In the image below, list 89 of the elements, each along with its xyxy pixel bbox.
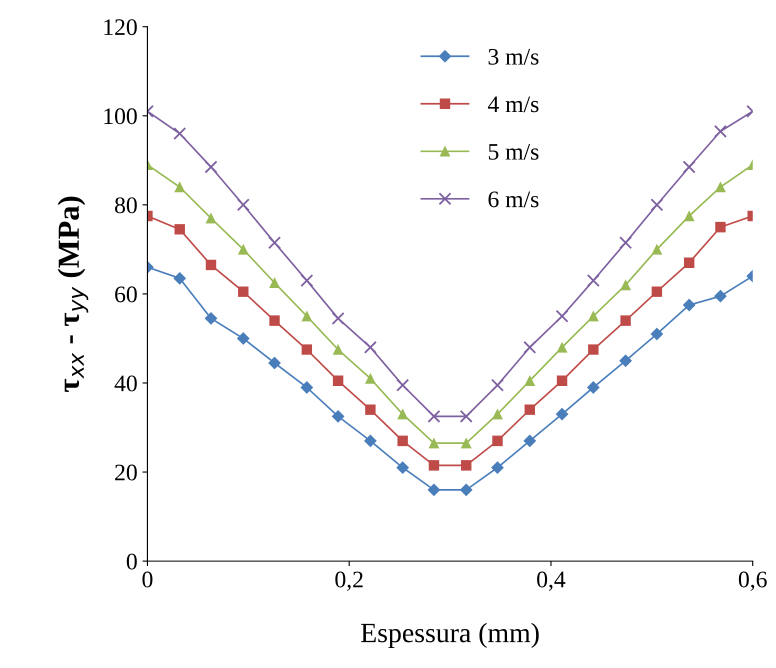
point <box>365 373 376 384</box>
x-tick-label: 0 <box>142 572 152 588</box>
point <box>204 160 218 174</box>
point <box>428 438 440 448</box>
point <box>396 461 409 474</box>
point <box>492 408 503 420</box>
point <box>428 484 440 496</box>
point <box>714 290 727 302</box>
point <box>300 274 314 288</box>
point <box>556 310 569 323</box>
point <box>206 260 216 270</box>
point <box>588 344 599 355</box>
point <box>174 182 185 192</box>
point <box>682 298 696 312</box>
point <box>556 376 568 386</box>
point <box>620 315 631 326</box>
point <box>684 258 694 268</box>
point <box>236 198 250 212</box>
point <box>268 356 281 370</box>
point <box>173 272 186 285</box>
point <box>650 328 664 340</box>
y-tick-label: 60 <box>115 286 137 302</box>
point <box>302 344 312 355</box>
point <box>652 244 662 255</box>
point <box>491 461 504 474</box>
x-tick-label: 0,2 <box>335 572 363 591</box>
legend-label: 5 m/s <box>488 144 538 160</box>
legend-label: 4 m/s <box>488 96 538 112</box>
point <box>364 434 377 448</box>
point <box>587 381 600 394</box>
point <box>524 376 535 386</box>
point <box>204 312 218 325</box>
point <box>715 182 726 192</box>
point <box>206 213 216 224</box>
x-tick-label: 0,6 <box>738 572 767 591</box>
legend-label: 6 m/s <box>488 191 538 208</box>
point <box>524 404 535 415</box>
point <box>461 438 472 448</box>
point <box>714 124 727 138</box>
point <box>174 224 185 235</box>
point <box>332 410 344 423</box>
point <box>461 460 472 471</box>
y-tick-label: 100 <box>104 108 137 124</box>
point <box>269 278 280 288</box>
point <box>523 340 536 354</box>
point <box>238 244 248 255</box>
point <box>460 410 473 423</box>
point <box>684 210 694 222</box>
point <box>652 286 662 297</box>
point <box>364 340 377 354</box>
point <box>302 310 312 322</box>
point <box>397 408 408 420</box>
point <box>268 236 282 250</box>
point <box>365 404 376 415</box>
point <box>492 436 503 446</box>
y-tick-label: 20 <box>115 464 137 480</box>
y-tick-label: 0 <box>126 554 137 570</box>
point <box>460 484 472 496</box>
x-axis-title: Espessura (mm) <box>361 622 539 648</box>
point <box>620 280 631 290</box>
point <box>491 378 504 392</box>
point <box>269 315 280 326</box>
point <box>556 342 568 353</box>
point <box>332 344 344 355</box>
point <box>396 378 410 392</box>
point <box>173 127 186 140</box>
point <box>237 332 250 345</box>
point <box>619 354 632 367</box>
y-axis-title: τ$_{xx}$ - τ$_{yy}$ (MPa) <box>58 196 88 392</box>
point <box>619 236 632 250</box>
point <box>397 436 408 446</box>
legend-label: 3 m/s <box>488 48 538 65</box>
point <box>715 222 726 232</box>
y-tick-label: 40 <box>114 375 137 392</box>
point <box>556 408 568 420</box>
point <box>300 381 314 394</box>
point <box>428 460 440 471</box>
point <box>427 410 440 423</box>
point <box>682 160 696 174</box>
point <box>524 434 536 448</box>
y-tick-label: 80 <box>115 197 137 214</box>
x-tick-label: 0,4 <box>537 572 566 591</box>
point <box>332 376 344 386</box>
point <box>238 286 248 297</box>
point <box>588 310 599 322</box>
point <box>332 312 345 325</box>
y-tick-label: 120 <box>104 19 137 36</box>
point <box>586 274 600 288</box>
point <box>650 198 664 212</box>
